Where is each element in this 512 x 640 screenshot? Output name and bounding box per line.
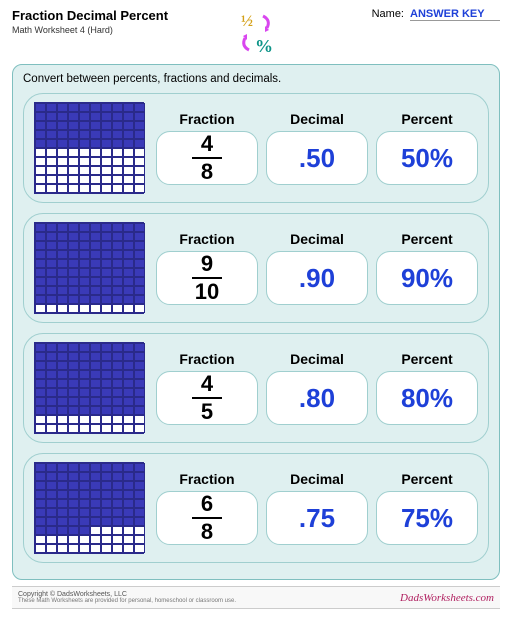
main-panel: Convert between percents, fractions and … <box>12 64 500 580</box>
value-columns: Fraction 4 5 Decimal .80 Percent 80% <box>156 351 478 425</box>
header-left: Fraction Decimal Percent Math Worksheet … <box>12 8 372 35</box>
copyright-sub-text: These Math Worksheets are provided for p… <box>18 598 236 604</box>
denominator: 10 <box>195 281 219 303</box>
percent-value: 75% <box>401 503 453 534</box>
fraction-value: 6 8 <box>192 493 222 543</box>
fraction-value: 9 10 <box>192 253 222 303</box>
numerator: 4 <box>201 133 213 155</box>
fraction-label: Fraction <box>156 111 258 127</box>
percent-label: Percent <box>376 351 478 367</box>
problems-container: Fraction 4 8 Decimal .50 Percent 50% Fra… <box>23 93 489 563</box>
decimal-label: Decimal <box>266 471 368 487</box>
fraction-column: Fraction 4 5 <box>156 351 258 425</box>
fraction-label: Fraction <box>156 231 258 247</box>
decimal-value: .80 <box>299 383 335 414</box>
value-columns: Fraction 4 8 Decimal .50 Percent 50% <box>156 111 478 185</box>
decimal-column: Decimal .75 <box>266 471 368 545</box>
fraction-box: 9 10 <box>156 251 258 305</box>
grid-visual <box>34 462 146 554</box>
decimal-label: Decimal <box>266 351 368 367</box>
decimal-column: Decimal .80 <box>266 351 368 425</box>
percent-label: Percent <box>376 471 478 487</box>
footer: Copyright © DadsWorksheets, LLC These Ma… <box>12 586 500 609</box>
percent-box: 90% <box>376 251 478 305</box>
value-columns: Fraction 6 8 Decimal .75 Percent 75% <box>156 471 478 545</box>
percent-label: Percent <box>376 231 478 247</box>
decimal-value: .90 <box>299 263 335 294</box>
site-name: DadsWorksheets.com <box>400 592 494 604</box>
denominator: 5 <box>201 401 213 423</box>
worksheet-page: Fraction Decimal Percent Math Worksheet … <box>0 0 512 640</box>
name-value: ANSWER KEY <box>410 8 500 21</box>
svg-text:%: % <box>255 36 273 56</box>
percent-column: Percent 90% <box>376 231 478 305</box>
worksheet-subtitle: Math Worksheet 4 (Hard) <box>12 25 372 35</box>
decimal-value: .75 <box>299 503 335 534</box>
numerator: 9 <box>201 253 213 275</box>
value-columns: Fraction 9 10 Decimal .90 Percent 90% <box>156 231 478 305</box>
denominator: 8 <box>201 161 213 183</box>
percent-column: Percent 80% <box>376 351 478 425</box>
name-label: Name: <box>372 8 404 20</box>
copyright-text: Copyright © DadsWorksheets, LLC <box>18 591 236 598</box>
fraction-label: Fraction <box>156 471 258 487</box>
problem-row: Fraction 6 8 Decimal .75 Percent 75% <box>23 453 489 563</box>
decimal-box: .90 <box>266 251 368 305</box>
grid-visual <box>34 342 146 434</box>
decimal-label: Decimal <box>266 231 368 247</box>
percent-value: 80% <box>401 383 453 414</box>
worksheet-title: Fraction Decimal Percent <box>12 8 372 23</box>
problem-row: Fraction 4 8 Decimal .50 Percent 50% <box>23 93 489 203</box>
numerator: 6 <box>201 493 213 515</box>
percent-column: Percent 75% <box>376 471 478 545</box>
denominator: 8 <box>201 521 213 543</box>
decimal-box: .50 <box>266 131 368 185</box>
fraction-label: Fraction <box>156 351 258 367</box>
percent-value: 90% <box>401 263 453 294</box>
problem-row: Fraction 4 5 Decimal .80 Percent 80% <box>23 333 489 443</box>
fraction-column: Fraction 9 10 <box>156 231 258 305</box>
decimal-column: Decimal .50 <box>266 111 368 185</box>
fraction-value: 4 5 <box>192 373 222 423</box>
fraction-box: 6 8 <box>156 491 258 545</box>
percent-label: Percent <box>376 111 478 127</box>
footer-left: Copyright © DadsWorksheets, LLC These Ma… <box>18 591 236 604</box>
percent-box: 80% <box>376 371 478 425</box>
decimal-column: Decimal .90 <box>266 231 368 305</box>
logo-icon: ½ % <box>231 8 281 58</box>
header: Fraction Decimal Percent Math Worksheet … <box>12 8 500 60</box>
fraction-box: 4 5 <box>156 371 258 425</box>
decimal-box: .80 <box>266 371 368 425</box>
numerator: 4 <box>201 373 213 395</box>
problem-row: Fraction 9 10 Decimal .90 Percent 90% <box>23 213 489 323</box>
decimal-box: .75 <box>266 491 368 545</box>
grid-visual <box>34 222 146 314</box>
fraction-column: Fraction 4 8 <box>156 111 258 185</box>
grid-visual <box>34 102 146 194</box>
decimal-label: Decimal <box>266 111 368 127</box>
header-right: Name: ANSWER KEY <box>372 8 500 21</box>
percent-box: 75% <box>376 491 478 545</box>
instruction-text: Convert between percents, fractions and … <box>23 73 489 85</box>
fraction-column: Fraction 6 8 <box>156 471 258 545</box>
svg-text:½: ½ <box>241 13 253 30</box>
fraction-box: 4 8 <box>156 131 258 185</box>
decimal-value: .50 <box>299 143 335 174</box>
fraction-value: 4 8 <box>192 133 222 183</box>
percent-column: Percent 50% <box>376 111 478 185</box>
percent-box: 50% <box>376 131 478 185</box>
percent-value: 50% <box>401 143 453 174</box>
